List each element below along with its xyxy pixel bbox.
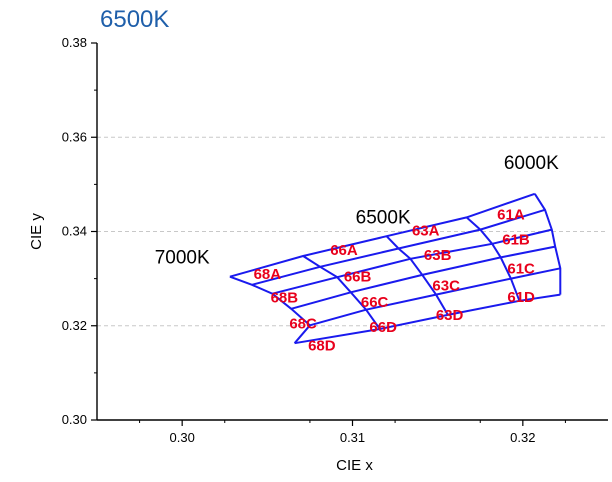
bin-label: 68A — [254, 266, 282, 283]
bin-label: 63D — [436, 307, 464, 324]
bin-grid-column — [229, 275, 312, 344]
bin-label: 61A — [497, 207, 525, 224]
bin-label: 68D — [308, 338, 336, 355]
bin-grid-column — [533, 193, 562, 295]
bin-label: 66C — [361, 294, 389, 311]
cct-label: 6000K — [504, 153, 559, 174]
cct-label: 7000K — [155, 247, 210, 268]
bin-label: 61B — [502, 232, 530, 249]
bin-label: 61D — [507, 289, 535, 306]
bin-label: 66B — [344, 268, 372, 285]
bin-label: 66D — [369, 319, 397, 336]
bin-grid-column — [302, 255, 381, 330]
y-axis-label: CIE y — [28, 213, 45, 250]
bin-grid-column — [465, 216, 521, 302]
bin-label: 63B — [424, 247, 452, 264]
y-tick-label: 0.30 — [62, 412, 87, 427]
bin-grid-column — [385, 235, 449, 316]
y-tick-label: 0.38 — [62, 35, 87, 50]
chart-title: 6500K — [100, 6, 170, 33]
bin-label: 68C — [289, 315, 317, 332]
x-axis-label: CIE x — [336, 457, 373, 474]
x-tick-label: 0.31 — [340, 430, 365, 445]
bin-label: 66A — [330, 242, 358, 259]
bin-grid-row — [229, 192, 536, 278]
bin-label: 68B — [271, 289, 299, 306]
y-tick-label: 0.34 — [62, 224, 87, 239]
x-tick-label: 0.30 — [170, 430, 195, 445]
bin-label: 63A — [412, 223, 440, 240]
bin-label: 63C — [432, 278, 460, 295]
x-tick-label: 0.32 — [510, 430, 535, 445]
y-tick-label: 0.36 — [62, 129, 87, 144]
y-tick-label: 0.32 — [62, 318, 87, 333]
bin-label: 61C — [507, 260, 535, 277]
cct-label: 6500K — [356, 207, 411, 228]
